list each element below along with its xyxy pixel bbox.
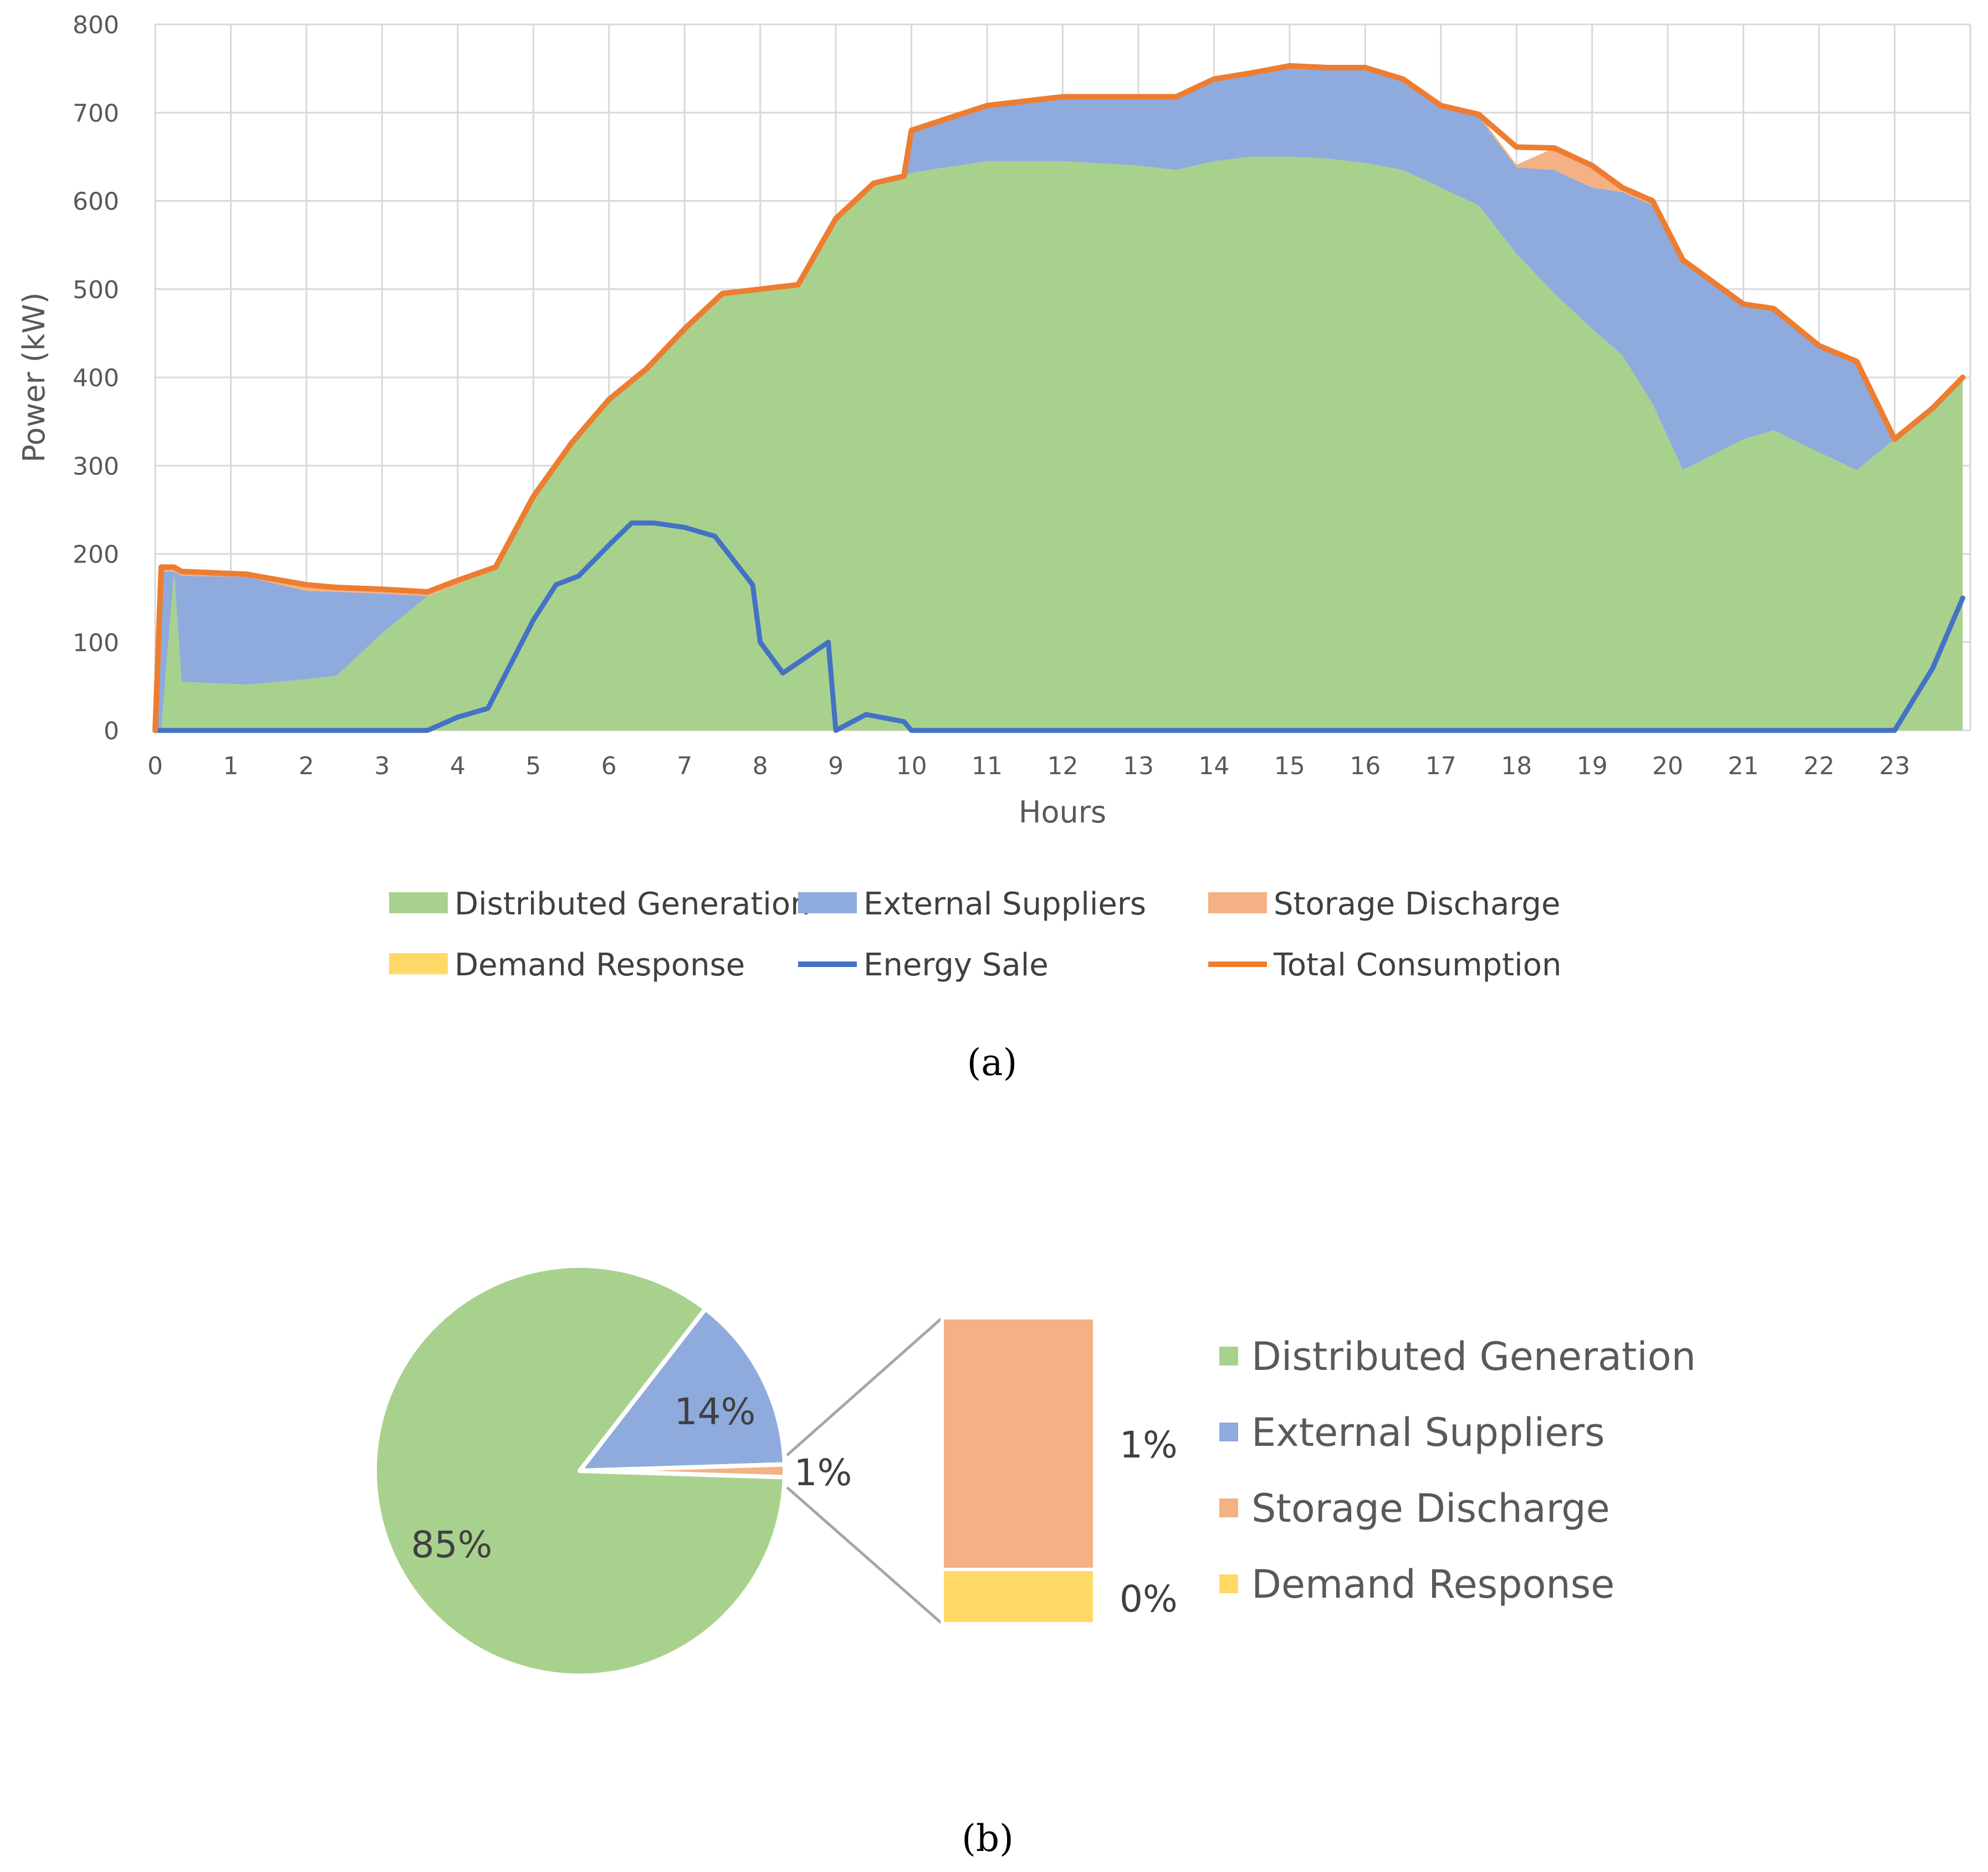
- bar-segment-storage-discharge: [941, 1316, 1096, 1571]
- legend-swatch: [798, 892, 857, 913]
- pie-label-external-suppliers: 14%: [674, 1390, 756, 1433]
- legend-label: Demand Response: [454, 947, 745, 983]
- x-tick-label: 10: [896, 752, 927, 780]
- y-tick-label: 100: [73, 629, 119, 657]
- pie-legend-label: Demand Response: [1251, 1562, 1614, 1607]
- bar-label-storage-discharge: 1%: [1120, 1424, 1178, 1466]
- y-tick-label: 700: [73, 99, 119, 127]
- legend-item-energy-sale: Energy Sale: [798, 947, 1049, 983]
- pie-legend-label: Distributed Generation: [1251, 1334, 1696, 1379]
- breakout-connectors: [786, 1317, 943, 1625]
- x-tick-label: 17: [1425, 752, 1456, 780]
- breakout-bar: 1% 0%: [941, 1316, 1178, 1625]
- legend-item-total-consumption: Total Consumption: [1208, 947, 1561, 983]
- caption-b: (b): [962, 1817, 1014, 1860]
- line-energy-sale: [152, 520, 1965, 733]
- x-tick-label: 11: [972, 752, 1003, 780]
- x-tick-label: 14: [1198, 752, 1229, 780]
- x-tick-label: 8: [753, 752, 768, 780]
- y-tick-label: 400: [73, 364, 119, 392]
- x-tick-label: 0: [147, 752, 163, 780]
- legend-label: Storage Discharge: [1274, 886, 1560, 922]
- y-tick-label: 200: [73, 541, 119, 569]
- line-total-consumption: [152, 63, 1966, 733]
- x-tick-label: 13: [1123, 752, 1154, 780]
- legend-swatch: [1208, 892, 1267, 913]
- pie-legend-swatch: [1219, 1423, 1238, 1441]
- y-tick-label: 0: [104, 717, 119, 745]
- pie-legend-item-demand-response: Demand Response: [1219, 1562, 1614, 1607]
- x-tick-label: 4: [450, 752, 466, 780]
- x-tick-label: 21: [1728, 752, 1759, 780]
- x-tick-label: 6: [601, 752, 617, 780]
- pie-label-other: 1%: [794, 1451, 852, 1494]
- pie-legend-swatch: [1219, 1498, 1238, 1517]
- bar-segment-demand-response: [941, 1568, 1096, 1625]
- x-tick-label: 2: [299, 752, 314, 780]
- pie-label-distributed-generation: 85%: [411, 1523, 493, 1566]
- x-tick-label: 20: [1652, 752, 1683, 780]
- pie-legend-item-storage-discharge: Storage Discharge: [1219, 1486, 1610, 1531]
- pie-legend-label: External Suppliers: [1251, 1410, 1605, 1455]
- y-tick-label: 500: [73, 276, 119, 304]
- pie-slice-external-suppliers: [578, 1306, 787, 1473]
- y-tick-label: 600: [73, 188, 119, 216]
- pie: 85% 14% 1%: [372, 1263, 852, 1678]
- legend-label: Total Consumption: [1273, 947, 1561, 983]
- legend-item-distributed-generation: Distributed Generation: [389, 886, 810, 922]
- x-tick-label: 1: [223, 752, 238, 780]
- x-tick-label: 15: [1274, 752, 1305, 780]
- area-external-suppliers: [155, 68, 1963, 731]
- x-tick-label: 9: [828, 752, 844, 780]
- legend-item-external-suppliers: External Suppliers: [798, 886, 1146, 922]
- legend-label: Energy Sale: [863, 947, 1049, 983]
- x-axis-title: Hours: [1019, 795, 1106, 830]
- connector-line: [786, 1317, 943, 1456]
- pie-legend-item-external-suppliers: External Suppliers: [1219, 1410, 1605, 1455]
- legend: Distributed Generation External Suppliers…: [389, 886, 1561, 983]
- y-tick-label: 800: [73, 11, 119, 39]
- y-tick-label: 300: [73, 452, 119, 480]
- x-tick-label: 23: [1879, 752, 1910, 780]
- caption-a: (a): [967, 1041, 1018, 1084]
- x-tick-label: 18: [1501, 752, 1532, 780]
- pie-slice-distributed-generation: [372, 1263, 787, 1678]
- legend-swatch: [389, 953, 448, 974]
- x-tick-label: 7: [677, 752, 692, 780]
- series-lines: [152, 63, 1966, 733]
- x-tick-label: 19: [1577, 752, 1608, 780]
- pie-legend-swatch: [1219, 1347, 1238, 1365]
- pie-legend-item-distributed-generation: Distributed Generation: [1219, 1334, 1696, 1379]
- x-tick-label: 12: [1047, 752, 1079, 780]
- x-axis-ticks: 0 1 2 3 4 5 6 7 8 9 10 11 12 13 14 15 16 17 18 19 20 21 22 23: [147, 752, 1910, 780]
- x-tick-label: 16: [1350, 752, 1381, 780]
- x-tick-label: 3: [374, 752, 390, 780]
- pie-chart: 85% 14% 1% 1% 0% Distributed Generation Exte…: [372, 1263, 1696, 1678]
- legend-label: External Suppliers: [863, 886, 1146, 922]
- bar-label-demand-response: 0%: [1120, 1578, 1178, 1620]
- y-axis-ticks: 0 100 200 300 400 500 600 700 800: [73, 11, 119, 745]
- y-axis-title: Power (kW): [17, 292, 52, 462]
- x-tick-label: 22: [1803, 752, 1834, 780]
- legend-item-demand-response: Demand Response: [389, 947, 745, 983]
- pie-legend-label: Storage Discharge: [1251, 1486, 1610, 1531]
- pie-legend: Distributed Generation External Suppliers…: [1219, 1334, 1696, 1607]
- pie-legend-swatch: [1219, 1574, 1238, 1593]
- legend-swatch: [389, 892, 448, 913]
- x-tick-label: 5: [525, 752, 541, 780]
- area-distributed-generation: [155, 156, 1963, 730]
- legend-label: Distributed Generation: [454, 886, 810, 922]
- legend-item-storage-discharge: Storage Discharge: [1208, 886, 1560, 922]
- stacked-areas: [155, 65, 1963, 731]
- connector-line: [786, 1486, 943, 1625]
